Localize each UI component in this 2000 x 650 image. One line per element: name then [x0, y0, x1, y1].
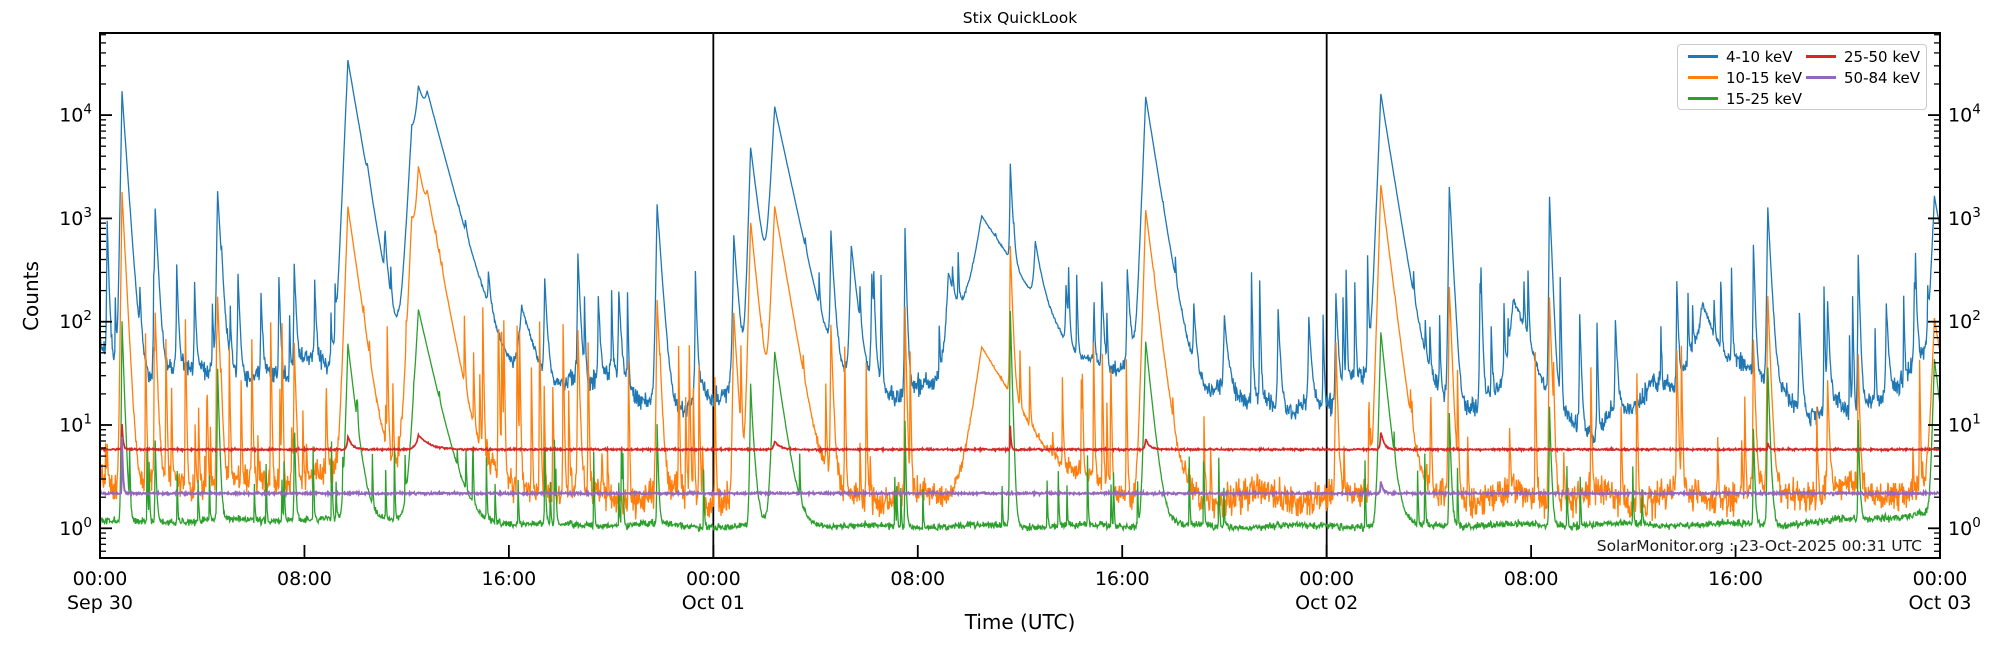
y-tick-label: 104	[59, 102, 92, 127]
y-tick-label: 100	[59, 515, 92, 540]
legend-line-swatch	[1688, 97, 1718, 100]
legend-label: 15-25 keV	[1726, 89, 1802, 108]
x-date-label: Oct 01	[682, 592, 745, 614]
legend-line-swatch	[1806, 55, 1836, 58]
legend-label: 10-15 keV	[1726, 68, 1802, 87]
x-tick-label: 00:00	[1299, 568, 1354, 590]
legend-item: 50-84 keV	[1796, 67, 1920, 88]
x-date-label: Oct 03	[1908, 592, 1971, 614]
x-tick-label: 16:00	[1095, 568, 1150, 590]
series-line-25-50-kev	[100, 423, 1940, 454]
legend: 4-10 keV 10-15 keV 15-25 keV 25-50 keV 50-84…	[1677, 44, 1927, 110]
legend-line-swatch	[1688, 76, 1718, 79]
x-tick-label: 08:00	[277, 568, 332, 590]
x-tick-label: 00:00	[73, 568, 128, 590]
x-tick-label: 00:00	[686, 568, 741, 590]
legend-label: 50-84 keV	[1844, 68, 1920, 87]
y-tick-label: 102	[59, 308, 92, 333]
tick-marks	[99, 34, 1941, 558]
plot-border	[99, 32, 1941, 559]
y-tick-label: 104	[1948, 102, 1981, 127]
legend-label: 25-50 keV	[1844, 47, 1920, 66]
x-axis-label: Time (UTC)	[964, 610, 1076, 634]
series-group	[100, 59, 1940, 533]
legend-item: 10-15 keV	[1678, 67, 1802, 88]
x-tick-label: 08:00	[890, 568, 945, 590]
legend-line-swatch	[1806, 76, 1836, 79]
x-tick-label: 08:00	[1504, 568, 1559, 590]
legend-line-swatch	[1688, 55, 1718, 58]
series-line-50-84-kev	[100, 436, 1940, 499]
y-tick-label: 100	[1948, 515, 1981, 540]
legend-item: 4-10 keV	[1678, 46, 1796, 67]
x-tick-label: 00:00	[1913, 568, 1968, 590]
legend-label: 4-10 keV	[1726, 47, 1793, 66]
legend-item: 25-50 keV	[1796, 46, 1920, 67]
x-date-label: Oct 02	[1295, 592, 1358, 614]
series-line-15-25-kev	[100, 309, 1940, 533]
chart-title: Stix QuickLook	[963, 9, 1077, 27]
series-line-4-10-kev	[100, 59, 1940, 447]
y-tick-label: 103	[1948, 205, 1981, 230]
y-tick-label: 102	[1948, 308, 1981, 333]
y-tick-label: 103	[59, 205, 92, 230]
x-tick-label: 16:00	[482, 568, 537, 590]
x-date-label: Sep 30	[67, 592, 133, 614]
y-tick-label: 101	[1948, 412, 1981, 437]
legend-item: 15-25 keV	[1678, 88, 1802, 109]
x-tick-label: 16:00	[1708, 568, 1763, 590]
y-axis-label: Counts	[19, 261, 43, 331]
y-tick-label: 101	[59, 412, 92, 437]
watermark: SolarMonitor.org : 23-Oct-2025 00:31 UTC	[1597, 537, 1922, 555]
